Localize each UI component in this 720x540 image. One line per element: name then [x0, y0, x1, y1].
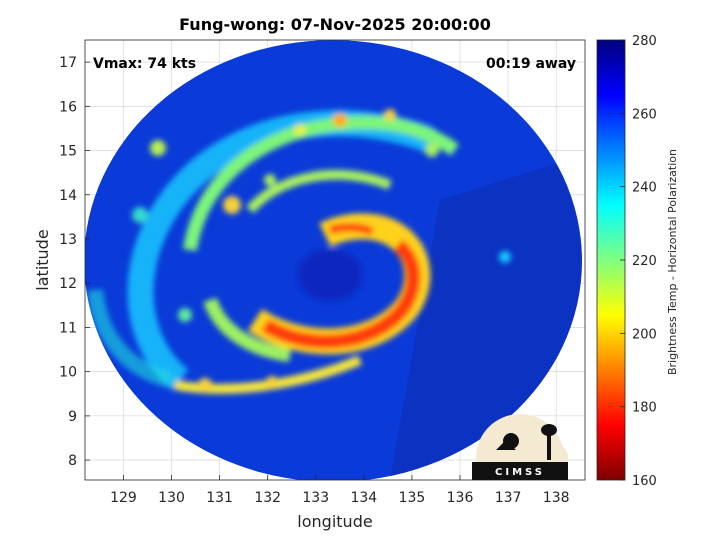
colorbar-tick-label: 240: [632, 181, 657, 196]
y-tick-label: 14: [59, 188, 77, 204]
x-tick-label: 132: [254, 490, 281, 506]
eyewall-north-cell: [329, 223, 374, 236]
colorbar-tick-label: 220: [632, 254, 657, 269]
colorbar-tick-label: 200: [632, 327, 657, 342]
time-offset-label: 00:19 away: [486, 56, 576, 72]
cell: [223, 196, 241, 214]
x-tick-label: 136: [447, 490, 474, 506]
eyewall-core: [261, 239, 421, 349]
x-tick-label: 135: [399, 490, 426, 506]
cell: [150, 140, 166, 156]
cell: [198, 378, 212, 392]
colorbar: 160 180 200 220 240 260 280 Brightness Temp - …: [596, 34, 679, 489]
y-tick-label: 12: [59, 276, 77, 292]
y-tick-label: 17: [59, 55, 77, 71]
y-tick-label: 13: [59, 232, 77, 248]
y-tick-label: 15: [59, 144, 77, 160]
north-arc: [183, 115, 460, 252]
southwest-arc: [203, 297, 292, 362]
logo-text: CIMSS: [495, 467, 545, 478]
plot-area: 129 130 131 132 133 134 135 136 137 138 8 9 10 11 12 1…: [59, 39, 586, 506]
y-tick-label: 8: [68, 453, 77, 469]
south-band: [174, 355, 362, 394]
y-tick-label: 9: [68, 409, 77, 425]
colorbar-ticks: 160 180 200 220 240 260 280: [620, 34, 657, 489]
colorbar-tick-label: 160: [632, 474, 657, 489]
y-axis-label: latitude: [33, 229, 52, 290]
chart-title: Fung-wong: 07-Nov-2025 20:00:00: [179, 15, 491, 34]
west-edge-band: [87, 288, 173, 388]
x-tick-label: 130: [158, 490, 185, 506]
x-tick-label: 131: [206, 490, 233, 506]
colorbar-tick-label: 180: [632, 401, 657, 416]
cell: [333, 113, 347, 127]
cimss-logo: CIMSS: [472, 414, 568, 480]
cell: [132, 207, 148, 223]
cell: [425, 143, 439, 157]
x-axis-ticks: 129 130 131 132 133 134 135 136 137 138: [110, 475, 570, 506]
cell: [264, 174, 276, 186]
x-tick-label: 133: [302, 490, 329, 506]
x-tick-label: 129: [110, 490, 137, 506]
y-tick-label: 16: [59, 99, 77, 115]
y-tick-label: 11: [59, 320, 77, 336]
x-tick-label: 134: [350, 490, 377, 506]
rainbands: [87, 109, 511, 394]
colorbar-label: Brightness Temp - Horizontal Polarizatio…: [666, 149, 679, 375]
cell: [499, 251, 511, 263]
x-axis-label: longitude: [297, 512, 372, 531]
vmax-label: Vmax: 74 kts: [93, 56, 196, 72]
y-tick-label: 10: [59, 365, 77, 381]
x-tick-label: 137: [495, 490, 522, 506]
y-axis-ticks: 8 9 10 11 12 13 14 15 16 17: [59, 55, 90, 469]
inner-north-arc: [246, 169, 392, 214]
colorbar-tick-label: 260: [632, 107, 657, 122]
cell: [384, 109, 396, 121]
colorbar-tick-label: 280: [632, 34, 657, 49]
cell: [266, 376, 278, 388]
plot-frame: [84, 39, 586, 481]
storm-eye: [298, 249, 362, 301]
cell: [178, 308, 192, 322]
cell: [294, 124, 306, 136]
x-tick-label: 138: [543, 490, 570, 506]
